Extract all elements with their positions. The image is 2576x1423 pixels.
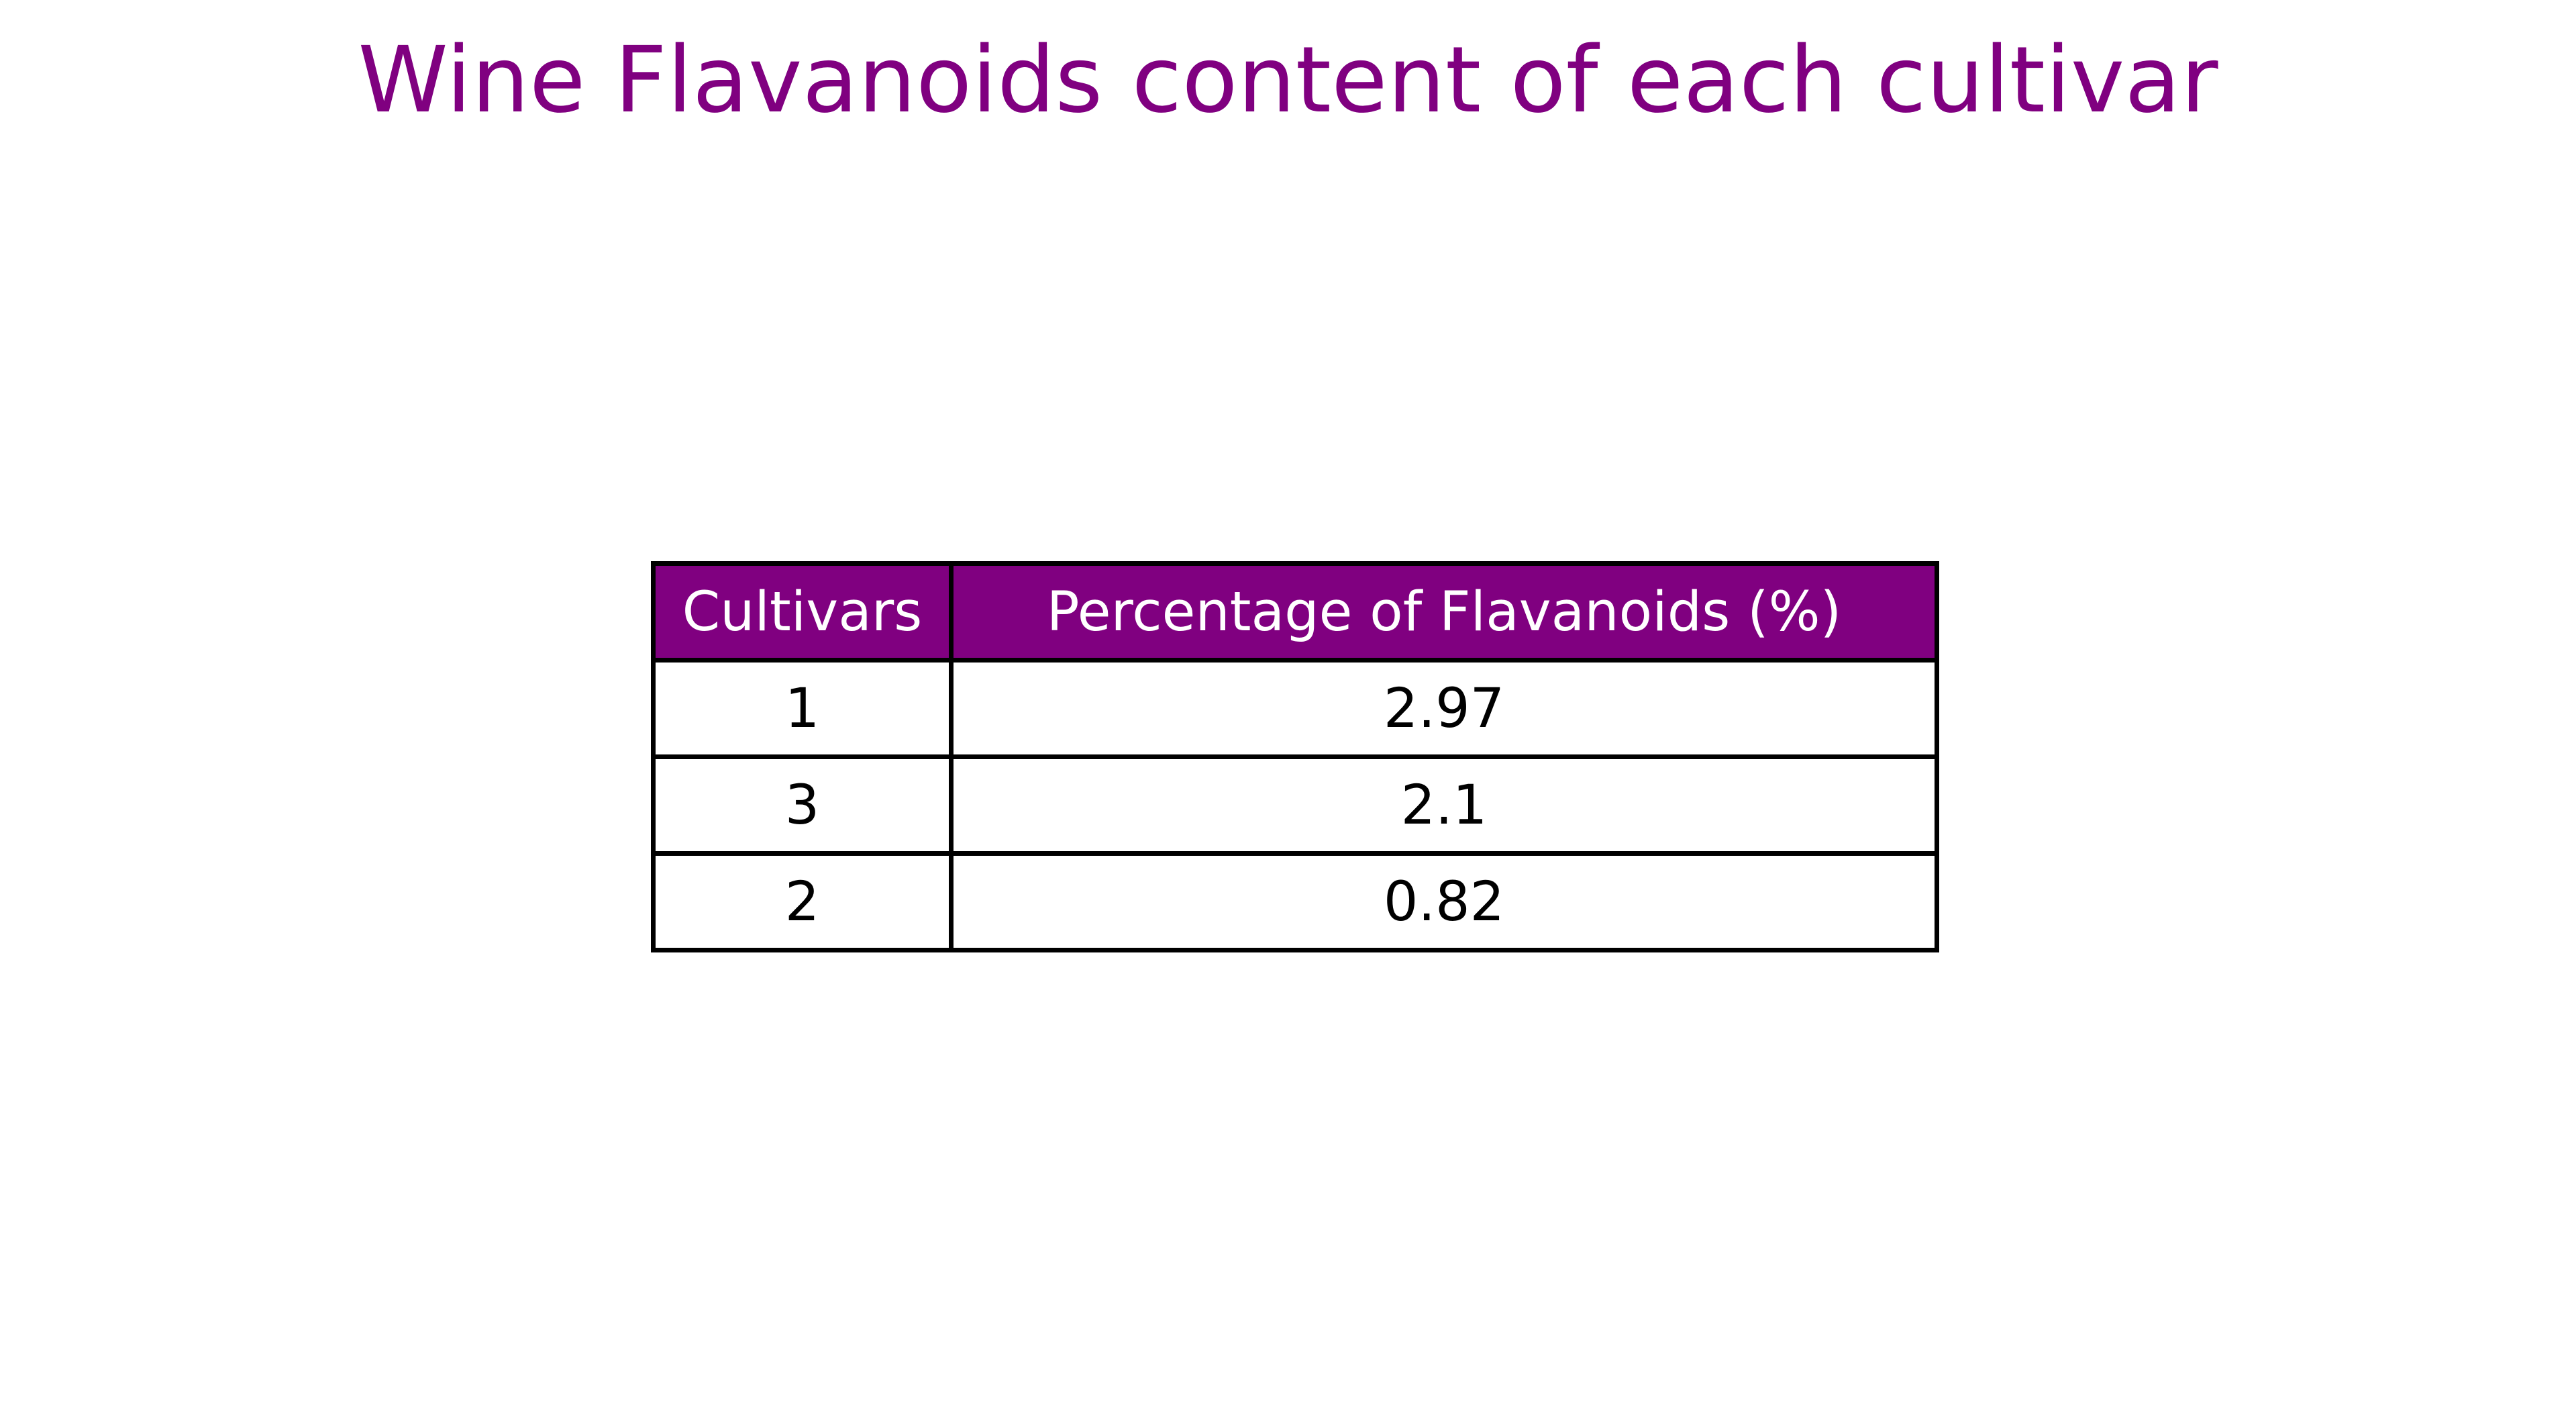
header-cultivars: Cultivars <box>651 561 954 663</box>
table-row: 2 0.82 <box>651 851 1939 952</box>
cultivar-cell: 1 <box>651 658 954 759</box>
header-flavanoids-percentage: Percentage of Flavanoids (%) <box>949 561 1939 663</box>
table-row: 1 2.97 <box>651 658 1939 759</box>
cultivar-cell: 3 <box>651 754 954 856</box>
table-header-row: Cultivars Percentage of Flavanoids (%) <box>651 561 1939 663</box>
table-body: 1 2.97 3 2.1 2 0.82 <box>651 658 1939 952</box>
flavanoids-table: Cultivars Percentage of Flavanoids (%) 1… <box>651 561 1939 952</box>
flavanoids-value-cell: 2.1 <box>949 754 1939 856</box>
chart-title: Wine Flavanoids content of each cultivar <box>358 28 2218 134</box>
table-header: Cultivars Percentage of Flavanoids (%) <box>651 561 1939 663</box>
cultivar-cell: 2 <box>651 851 954 952</box>
flavanoids-value-cell: 2.97 <box>949 658 1939 759</box>
table-row: 3 2.1 <box>651 754 1939 856</box>
flavanoids-value-cell: 0.82 <box>949 851 1939 952</box>
